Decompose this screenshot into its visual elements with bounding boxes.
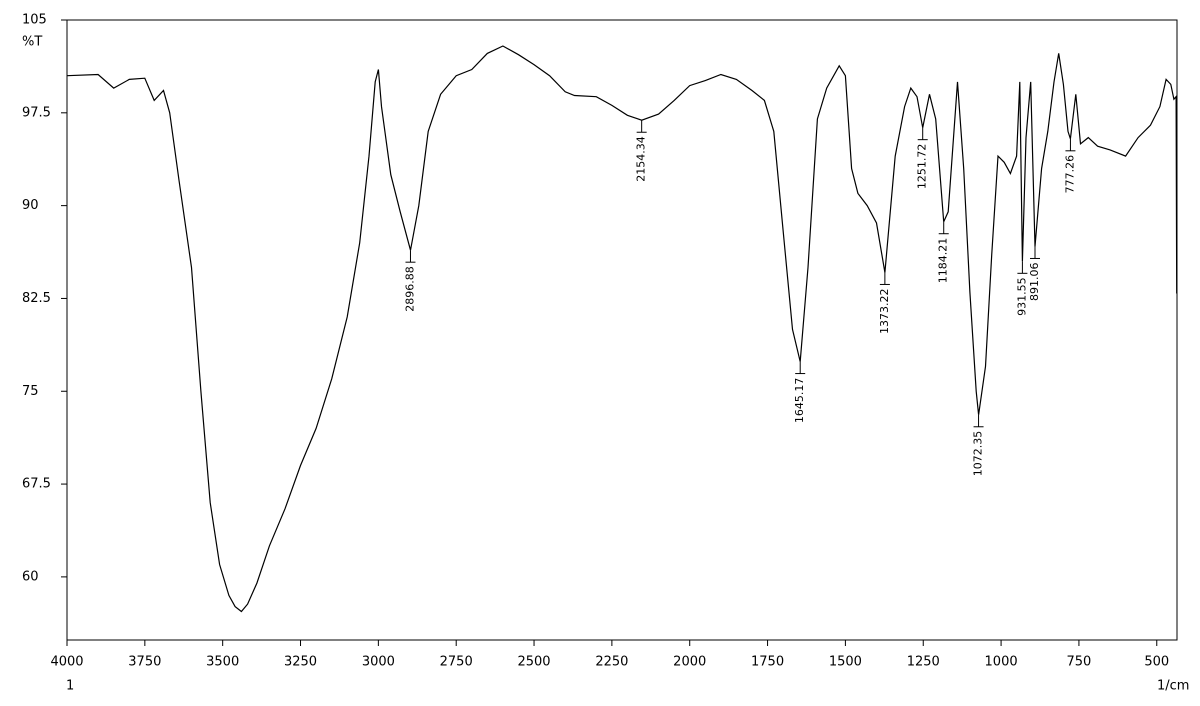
- x-tick-label: 3000: [362, 655, 395, 670]
- x-tick-label: 3500: [206, 655, 239, 670]
- y-tick-label: 67.5: [22, 477, 51, 492]
- x-tick-label: 750: [1067, 655, 1092, 670]
- peak-label: 1645.17: [793, 378, 806, 424]
- x-tick-label: 2250: [595, 655, 628, 670]
- x-tick-label: 1250: [907, 655, 940, 670]
- spectrum-line: [66, 45, 1178, 613]
- x-tick-label: 4000: [50, 655, 83, 670]
- x-tick-label: 2000: [673, 655, 706, 670]
- y-axis-label: %T: [22, 35, 42, 50]
- x-axis-label: 1/cm: [1157, 679, 1189, 694]
- x-tick-label: 500: [1144, 655, 1169, 670]
- peak-label: 777.26: [1063, 155, 1076, 194]
- peak-label: 1072.35: [972, 431, 985, 477]
- peak-label: 1184.21: [937, 238, 950, 283]
- x-tick-label: 2750: [440, 655, 473, 670]
- y-tick-label: 82.5: [22, 291, 51, 306]
- y-tick-label: 97.5: [22, 105, 51, 120]
- y-tick-label: 90: [22, 198, 39, 213]
- y-tick-label: 60: [22, 569, 39, 584]
- peak-label: 1251.72: [916, 144, 929, 190]
- y-tick-label: 105: [22, 13, 47, 28]
- x-tick-label: 1500: [829, 655, 862, 670]
- x-tick-label: 3250: [284, 655, 317, 670]
- x-note: 1: [66, 679, 74, 694]
- x-tick-label: 3750: [128, 655, 161, 670]
- peak-label: 931.55: [1015, 277, 1028, 316]
- x-tick-label: 1750: [751, 655, 784, 670]
- y-tick-label: 75: [22, 384, 39, 399]
- x-tick-label: 2500: [517, 655, 550, 670]
- plot-frame: [66, 19, 1178, 641]
- peak-label: 1373.22: [878, 288, 891, 334]
- peak-label: 2154.34: [635, 136, 648, 182]
- peak-label: 891.06: [1028, 262, 1041, 301]
- peak-label: 2896.88: [403, 266, 416, 312]
- x-tick-label: 1000: [985, 655, 1018, 670]
